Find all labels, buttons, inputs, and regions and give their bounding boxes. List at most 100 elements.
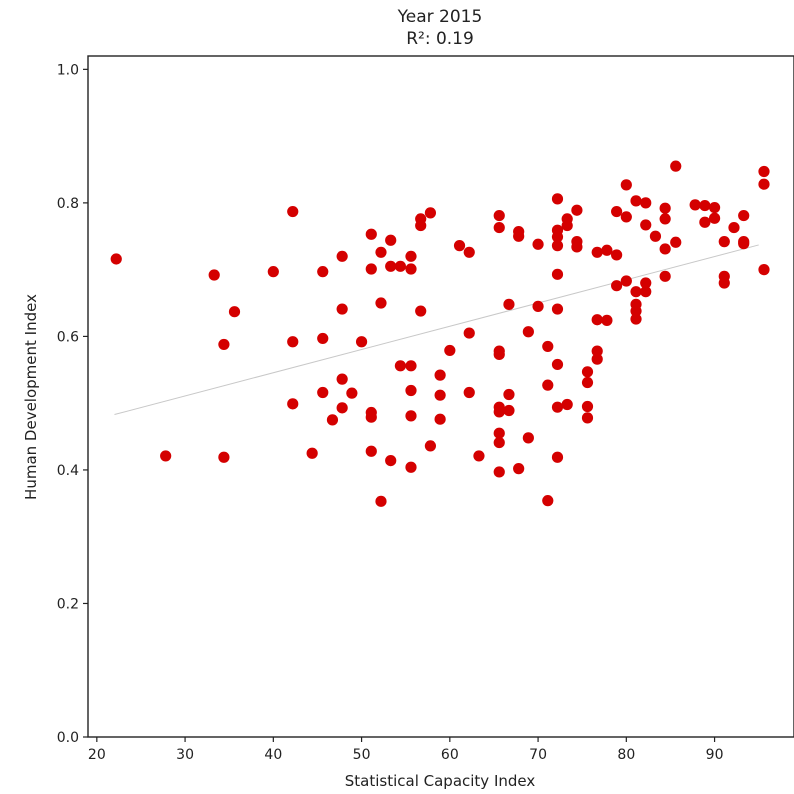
axis-ticks: 20 30 40 50 60 70 80 900.00.20.40.60.81.0 — [57, 62, 724, 763]
data-point — [473, 450, 484, 461]
data-point — [435, 370, 446, 381]
data-point — [552, 240, 563, 251]
x-tick-label: 90 — [706, 747, 724, 763]
data-point — [317, 333, 328, 344]
data-point — [317, 266, 328, 277]
data-point — [728, 222, 739, 233]
data-point — [337, 402, 348, 413]
data-point — [375, 297, 386, 308]
data-point — [630, 286, 641, 297]
y-axis-label: Human Development Index — [22, 294, 40, 500]
x-tick-label: 20 — [88, 747, 106, 763]
x-tick-label: 40 — [264, 747, 282, 763]
x-axis-label: Statistical Capacity Index — [345, 772, 536, 790]
data-point — [552, 359, 563, 370]
data-point — [592, 314, 603, 325]
y-tick-label: 0.4 — [57, 463, 79, 479]
data-point — [366, 229, 377, 240]
x-tick-label: 70 — [529, 747, 547, 763]
data-point — [375, 496, 386, 507]
data-point — [660, 213, 671, 224]
data-point — [346, 388, 357, 399]
data-point — [758, 179, 769, 190]
data-point — [690, 199, 701, 210]
data-point — [415, 305, 426, 316]
data-point — [375, 247, 386, 258]
data-point — [111, 253, 122, 264]
plot-area — [111, 161, 770, 507]
y-tick-label: 0.2 — [57, 596, 79, 612]
data-point — [621, 211, 632, 222]
data-point — [552, 269, 563, 280]
data-point — [513, 463, 524, 474]
data-point — [758, 166, 769, 177]
data-point — [571, 241, 582, 252]
data-point — [366, 446, 377, 457]
data-point — [444, 345, 455, 356]
chart-subtitle: R²: 0.19 — [406, 29, 474, 49]
data-point — [287, 398, 298, 409]
data-point — [630, 313, 641, 324]
data-point — [611, 249, 622, 260]
data-point — [592, 354, 603, 365]
data-point — [562, 399, 573, 410]
data-point — [738, 238, 749, 249]
data-point — [464, 387, 475, 398]
data-point — [542, 341, 553, 352]
data-point — [405, 410, 416, 421]
data-point — [494, 222, 505, 233]
y-tick-label: 1.0 — [57, 62, 79, 78]
data-point — [562, 220, 573, 231]
data-point — [611, 206, 622, 217]
data-point — [532, 301, 543, 312]
data-point — [601, 245, 612, 256]
data-point — [552, 452, 563, 463]
data-point — [552, 193, 563, 204]
data-point — [494, 210, 505, 221]
data-point — [405, 251, 416, 262]
data-point — [640, 197, 651, 208]
data-point — [719, 277, 730, 288]
data-point — [356, 336, 367, 347]
data-point — [425, 207, 436, 218]
data-point — [405, 360, 416, 371]
data-point — [385, 261, 396, 272]
data-point — [660, 243, 671, 254]
data-point — [699, 217, 710, 228]
data-point — [670, 237, 681, 248]
y-tick-label: 0.0 — [57, 730, 79, 746]
data-point — [268, 266, 279, 277]
data-point — [582, 401, 593, 412]
data-point — [611, 280, 622, 291]
data-point — [719, 236, 730, 247]
x-tick-label: 30 — [176, 747, 194, 763]
data-point — [494, 406, 505, 417]
data-point — [337, 303, 348, 314]
data-point — [582, 366, 593, 377]
data-point — [709, 213, 720, 224]
data-point — [385, 455, 396, 466]
data-point — [542, 380, 553, 391]
data-point — [435, 390, 446, 401]
data-point — [494, 437, 505, 448]
data-point — [395, 360, 406, 371]
data-point — [523, 326, 534, 337]
data-point — [415, 220, 426, 231]
data-point — [405, 263, 416, 274]
data-point — [337, 374, 348, 385]
data-point — [317, 387, 328, 398]
y-tick-label: 0.8 — [57, 196, 79, 212]
data-point — [337, 251, 348, 262]
data-point — [738, 210, 749, 221]
data-point — [621, 275, 632, 286]
data-point — [621, 179, 632, 190]
data-point — [523, 432, 534, 443]
data-point — [660, 271, 671, 282]
data-point — [209, 269, 220, 280]
data-point — [582, 377, 593, 388]
data-point — [405, 462, 416, 473]
data-point — [630, 195, 641, 206]
x-tick-label: 50 — [353, 747, 371, 763]
data-point — [425, 440, 436, 451]
